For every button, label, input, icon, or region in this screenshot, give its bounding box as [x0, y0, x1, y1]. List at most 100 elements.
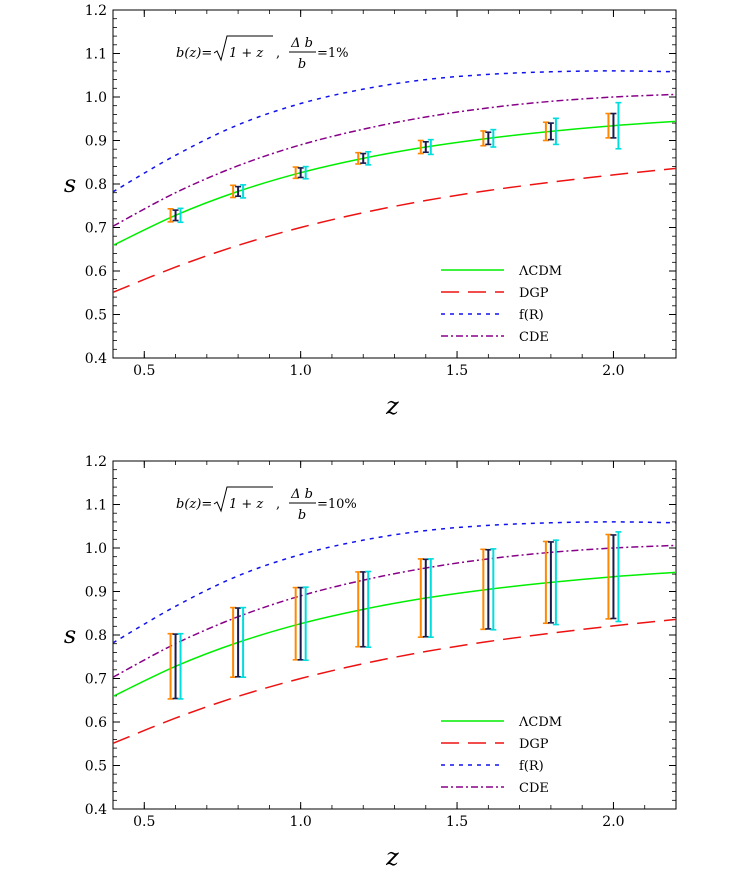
y-tick-label: 1.1 [85, 498, 107, 514]
series-line-fr [113, 70, 676, 193]
sqrt-sign [213, 486, 273, 513]
legend-label: CDE [519, 781, 549, 796]
legend: ΛCDM DGP f(R) CDE [441, 715, 562, 796]
annotation-rhs: =10% [317, 497, 357, 512]
series-group [113, 70, 676, 294]
x-tick-label: 1.0 [290, 363, 312, 379]
error-bar [427, 558, 434, 638]
annotation: b(z)= 1 + z , Δ b b =1% [176, 35, 349, 72]
error-bar [490, 548, 497, 631]
annotation-bz: b(z)= [176, 497, 212, 512]
error-bar [427, 138, 434, 156]
y-tick-label: 1.0 [85, 541, 107, 557]
annotation-bz: b(z)= [176, 46, 212, 61]
series-line-fr [113, 521, 676, 644]
annotation-sep: , [276, 46, 280, 61]
y-axis-title: s [64, 621, 76, 649]
error-bar [422, 141, 429, 154]
y-tick-label: 0.4 [85, 351, 107, 367]
legend-label: DGP [519, 286, 549, 301]
error-bar [172, 633, 179, 700]
y-tick-label: 0.9 [85, 585, 107, 601]
annotation-numerator: Δ b [290, 487, 313, 502]
y-tick-label: 0.4 [85, 802, 107, 818]
error-bar [360, 152, 367, 164]
legend: ΛCDM DGP f(R) CDE [441, 264, 562, 345]
error-bar [485, 548, 492, 630]
x-axis-title: z [385, 843, 399, 871]
error-bar [177, 632, 184, 700]
error-bar [485, 131, 492, 146]
error-bar [365, 151, 372, 166]
legend-label: ΛCDM [518, 264, 562, 279]
legend-label: DGP [519, 737, 549, 752]
error-bar [302, 586, 309, 662]
y-tick-label: 0.6 [85, 715, 107, 731]
error-bar [552, 117, 559, 146]
series-line-cdm [113, 571, 676, 698]
error-bar [547, 541, 554, 624]
error-bar [177, 207, 184, 224]
y-tick-label: 0.5 [85, 759, 107, 775]
annotation-sep: , [276, 497, 280, 512]
annotation-numerator: Δ b [290, 36, 313, 51]
error-bar [552, 539, 559, 626]
error-bar [417, 139, 424, 155]
series-line-cdm [113, 120, 676, 247]
error-bar [172, 209, 179, 222]
y-tick-label: 1.1 [85, 47, 107, 63]
series-group [113, 521, 676, 745]
x-tick-label: 2.0 [602, 814, 624, 830]
series-line-dgp [113, 618, 676, 745]
annotation-denominator: b [298, 508, 306, 523]
y-tick-label: 0.5 [85, 308, 107, 324]
x-axis-title: z [385, 392, 399, 420]
series-line-cde [113, 93, 676, 227]
error-bar [167, 207, 174, 223]
x-tick-label: 2.0 [602, 363, 624, 379]
series-line-cde [113, 544, 676, 678]
y-tick-label: 1.0 [85, 90, 107, 106]
error-bar [610, 534, 617, 620]
annotation-denominator: b [298, 57, 306, 72]
error-bar [480, 130, 487, 147]
error-bar [230, 184, 237, 199]
y-tick-label: 0.7 [85, 221, 107, 237]
legend-label: f(R) [519, 308, 544, 323]
sqrt-sign [213, 35, 273, 62]
y-tick-label: 0.8 [85, 177, 107, 193]
error-bar [542, 121, 549, 142]
error-bar [355, 151, 362, 165]
legend-label: CDE [519, 330, 549, 345]
error-bar [615, 101, 622, 150]
x-tick-label: 0.5 [133, 814, 155, 830]
legend-label: f(R) [519, 759, 544, 774]
error-bar [235, 185, 242, 197]
y-tick-label: 0.6 [85, 264, 107, 280]
error-bar [610, 112, 617, 139]
chart-panel-top: 0.4 0.5 0.6 0.7 0.8 0.9 1.0 1.1 1.2 0.5 1.0 1.5 2.0 z… [64, 3, 677, 420]
error-bar [365, 570, 372, 648]
error-bar [302, 165, 309, 180]
legend-label: ΛCDM [518, 715, 562, 730]
plot-frame [112, 9, 677, 359]
y-tick-label: 0.7 [85, 672, 107, 688]
y-tick-label: 1.2 [85, 3, 107, 19]
chart-panel-bottom: 0.4 0.5 0.6 0.7 0.8 0.9 1.0 1.1 1.2 0.5 1.0 1.5 2.0 z… [64, 454, 677, 871]
error-bar [490, 128, 497, 148]
annotation-rhs: =1% [317, 46, 349, 61]
series-line-dgp [113, 167, 676, 294]
x-tick-label: 0.5 [133, 363, 155, 379]
annotation: b(z)= 1 + z , Δ b b =10% [176, 486, 357, 523]
annotation-radicand: 1 + z [229, 497, 263, 512]
error-bar [297, 167, 304, 179]
error-bar [615, 531, 622, 623]
annotation-radicand: 1 + z [229, 46, 263, 61]
y-tick-label: 0.8 [85, 628, 107, 644]
y-tick-label: 1.2 [85, 454, 107, 470]
error-bar [240, 184, 247, 199]
y-axis-title: s [64, 170, 76, 198]
x-tick-label: 1.0 [290, 814, 312, 830]
x-tick-label: 1.5 [446, 814, 468, 830]
